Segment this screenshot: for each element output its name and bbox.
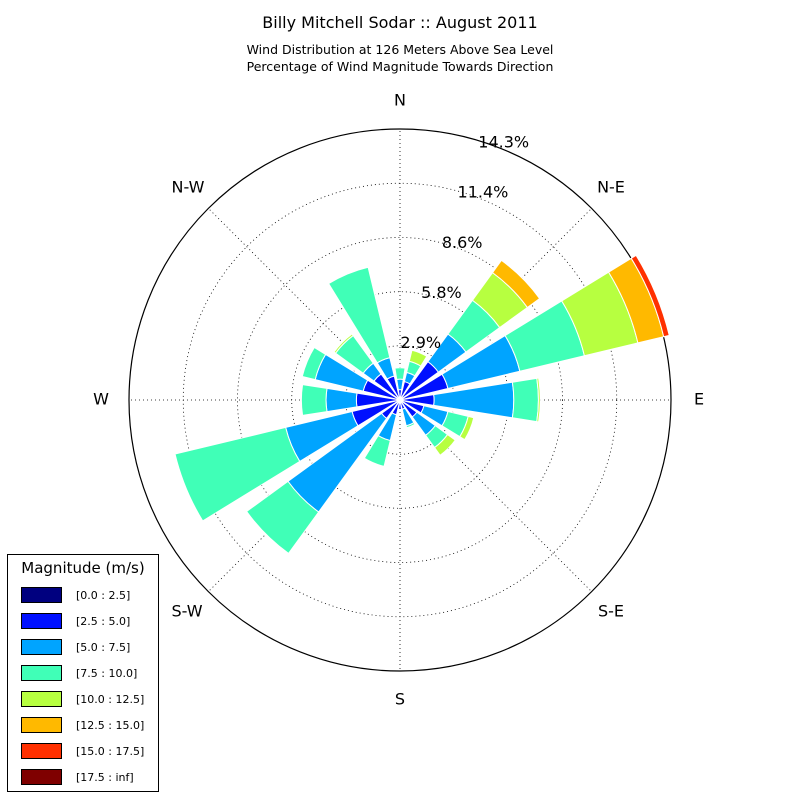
radial-tick-label: 11.4% [458, 183, 509, 202]
windrose-bar-dir-90-bin-4 [536, 377, 541, 423]
windrose-bar-dir-0-bin-2 [396, 378, 404, 391]
direction-label-s: S [395, 690, 405, 709]
legend-label: [10.0 : 12.5] [76, 693, 145, 706]
radial-tick-label: 5.8% [421, 283, 462, 302]
radial-tick-label: 2.9% [400, 333, 441, 352]
direction-label-s-w: S-W [171, 602, 202, 621]
windrose-bar-dir-180-bin-1 [397, 402, 403, 410]
direction-label-w: W [93, 390, 109, 409]
legend-label: [12.5 : 15.0] [76, 719, 145, 732]
direction-label-s-e: S-E [598, 602, 624, 621]
legend-swatch [21, 665, 62, 681]
windrose-bar-dir-45-bin-5 [491, 259, 541, 309]
direction-label-n: N [394, 91, 406, 110]
polar-labels: N N-E E S-E S S-W W N-W 2.9% 5.8% 8.6% 11.4% 14.3% [93, 91, 704, 709]
windrose-bar-dir-135-bin-4 [433, 433, 456, 456]
polar-ring-3 [237, 237, 563, 563]
chart-subtitle-line-2: Percentage of Wind Magnitude Towards Dir… [247, 59, 554, 74]
windrose-bar-dir-225-bin-3 [245, 480, 320, 555]
direction-label-e: E [694, 390, 704, 409]
windrose-bar-dir-270-bin-2 [325, 387, 358, 413]
windrose-bar-dir-247.5-bin-3 [174, 426, 301, 522]
wind-bars [174, 254, 670, 555]
windrose-bar-dir-90-bin-3 [511, 377, 539, 423]
windrose-bar-dir-157.5-bin-3 [405, 421, 416, 429]
windrose-bar-dir-0-bin-3 [394, 367, 406, 380]
legend-label: [7.5 : 10.0] [76, 667, 138, 680]
radial-tick-label: 8.6% [442, 233, 483, 252]
legend-swatch [21, 587, 62, 603]
windrose-bar-dir-112.5-bin-4 [459, 415, 475, 441]
legend-title: Magnitude (m/s) [21, 559, 145, 577]
legend-swatch [21, 639, 62, 655]
windrose-bar-dir-292.5-bin-3 [301, 346, 327, 381]
legend-label: [0.0 : 2.5] [76, 589, 131, 602]
radial-tick-label: 14.3% [478, 133, 529, 152]
legend-swatch [21, 691, 62, 707]
direction-label-n-e: N-E [597, 178, 625, 197]
windrose-bar-dir-337.5-bin-3 [327, 266, 391, 364]
chart-subtitle-line-1: Wind Distribution at 126 Meters Above Se… [247, 42, 554, 57]
legend-label: [15.0 : 17.5] [76, 745, 145, 758]
chart-title: Billy Mitchell Sodar :: August 2011 [262, 13, 537, 32]
legend: Magnitude (m/s) [0.0 : 2.5] [2.5 : 5.0] [5… [7, 554, 159, 792]
windrose-bar-dir-22.5-bin-4 [408, 349, 428, 367]
windrose-bar-dir-315-bin-4 [333, 333, 354, 354]
windrose-bar-dir-270-bin-3 [300, 384, 328, 416]
windrose-bar-dir-67.5-bin-6 [630, 254, 670, 338]
legend-swatch [21, 717, 62, 733]
legend-label: [2.5 : 5.0] [76, 615, 131, 628]
legend-swatch [21, 613, 62, 629]
polar-outer-circle [128, 128, 672, 672]
legend-label: [17.5 : inf] [76, 771, 134, 784]
windrose-bar-dir-202.5-bin-3 [363, 434, 391, 467]
legend-label: [5.0 : 7.5] [76, 641, 131, 654]
legend-swatch [21, 743, 62, 759]
direction-label-n-w: N-W [172, 178, 205, 197]
legend-swatch [21, 769, 62, 785]
